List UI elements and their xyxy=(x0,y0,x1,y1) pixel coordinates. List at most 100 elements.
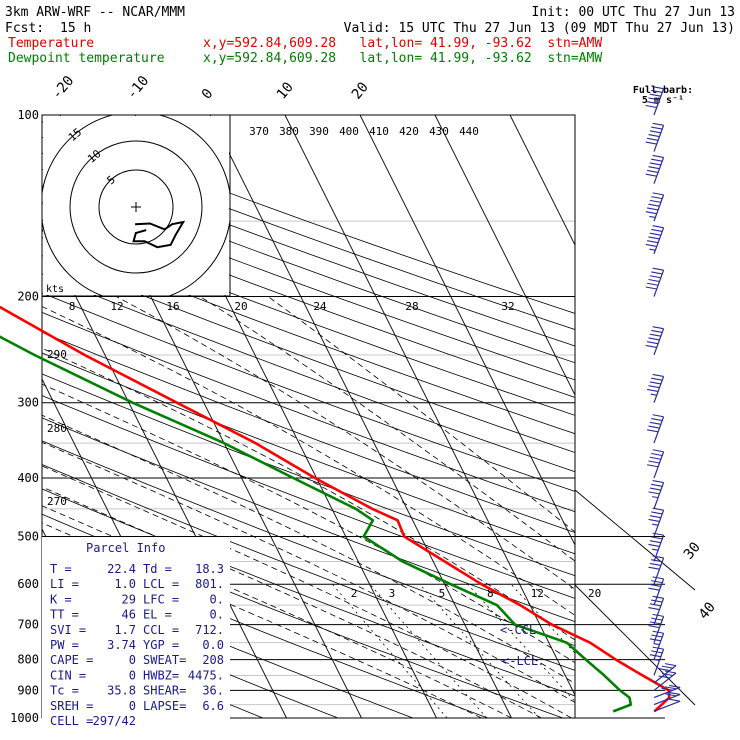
temperature-location: x,y=592.84,609.28 lat,lon= 41.99, -93.62… xyxy=(203,36,602,51)
mixing-ratio-label: 2 xyxy=(351,587,358,600)
dry-adiabat xyxy=(42,395,575,599)
sounding-series xyxy=(0,305,671,713)
mixing-ratio-label: 3 xyxy=(389,587,396,600)
dry-adiabat-label: 290 xyxy=(47,348,67,361)
plot-frame xyxy=(41,114,576,719)
parcel-info-cell: LCL = xyxy=(143,577,179,591)
parcel-info-cell: 1.7 xyxy=(114,623,136,637)
dry-adiabat xyxy=(42,237,575,435)
temperature-tick-label: -20 xyxy=(49,73,78,103)
pressure-tick-label: 900 xyxy=(17,683,39,697)
wind-barb xyxy=(645,225,665,255)
wind-barb xyxy=(645,267,665,297)
theta-label: 380 xyxy=(279,125,299,138)
wind-barb xyxy=(648,480,665,510)
parcel-info-cell: TT = xyxy=(50,608,79,622)
dry-adiabat xyxy=(42,292,575,492)
parcel-info-cell: PW = xyxy=(50,638,79,652)
dry-adiabat-label: 270 xyxy=(47,495,67,508)
mixing-ratio-label: 8 xyxy=(487,587,494,600)
dry-adiabat xyxy=(42,311,575,513)
temperature-legend: Temperature xyxy=(8,36,94,51)
isotherm xyxy=(209,115,512,718)
model-title: 3km ARW-WRF -- NCAR/MMM xyxy=(5,5,185,20)
moist-adiabat xyxy=(199,296,575,562)
parcel-info-cell: Tc = xyxy=(50,684,79,698)
wind-barb xyxy=(647,373,665,403)
parcel-info-cell: LFC = xyxy=(143,592,179,606)
dry-adiabat xyxy=(42,255,575,453)
parcel-info-cell: 3.74 xyxy=(107,638,136,652)
pressure-tick-label: 400 xyxy=(17,471,39,485)
isotherm xyxy=(509,115,575,247)
parcel-info-cell: 208 xyxy=(202,653,224,667)
parcel-info-cell: 29 xyxy=(122,592,136,606)
dry-adiabat-label: 280 xyxy=(47,422,67,435)
pressure-tick-label: 800 xyxy=(17,653,39,667)
parcel-info-cell: 18.3 xyxy=(195,562,224,576)
theta-label: 430 xyxy=(429,125,449,138)
barb-legend-units: 5 m s⁻¹ xyxy=(642,95,684,106)
wetbulb-label: 20 xyxy=(234,300,247,313)
parcel-info-cell: SVI = xyxy=(50,623,86,637)
dry-adiabat xyxy=(42,595,339,718)
dry-adiabat xyxy=(42,168,575,364)
wind-barb xyxy=(653,670,677,691)
parcel-info-cell: 801. xyxy=(195,577,224,591)
moist-adiabat xyxy=(267,296,575,533)
wetbulb-label: 16 xyxy=(166,300,179,313)
parcel-info-cell: SHEAR= xyxy=(143,684,186,698)
wetbulb-label: 28 xyxy=(405,300,418,313)
wetbulb-label: 32 xyxy=(501,300,514,313)
parcel-info-cell: 4475. xyxy=(188,668,224,682)
wind-barb xyxy=(648,595,665,625)
pressure-tick-label: 500 xyxy=(17,529,39,543)
wind-barb xyxy=(648,507,665,537)
hodograph-trace xyxy=(132,220,186,249)
dry-adiabat xyxy=(42,440,575,647)
isotherm xyxy=(434,115,575,397)
ccl-marker: <-CCL xyxy=(500,623,536,637)
moist-adiabat xyxy=(42,414,575,684)
isotherm-extension xyxy=(574,489,696,591)
wind-barb xyxy=(647,449,665,479)
wind-barb xyxy=(648,555,665,585)
dry-adiabat xyxy=(42,185,575,381)
parcel-info-cell: 1.0 xyxy=(114,577,136,591)
pressure-tick-label: 1000 xyxy=(10,711,39,725)
parcel-info-cell: 6.6 xyxy=(202,699,224,713)
parcel-info-cell: 0 xyxy=(129,699,136,713)
temperature-tick-label: 20 xyxy=(349,79,372,102)
theta-label: 370 xyxy=(249,125,269,138)
temperature-tick-label: 40 xyxy=(696,599,719,622)
isotherm xyxy=(42,227,287,718)
parcel-info-cell: LAPSE= xyxy=(143,699,186,713)
mixing-ratio-label: 12 xyxy=(531,587,544,600)
parcel-info-cell: YGP = xyxy=(143,638,179,652)
wetbulb-label: 8 xyxy=(69,300,76,313)
wind-barb xyxy=(645,86,665,116)
parcel-info-cell: 0. xyxy=(210,608,224,622)
parcel-info-cell: CAPE = xyxy=(50,653,93,667)
wind-barb xyxy=(645,122,665,152)
dry-adiabat xyxy=(42,202,575,398)
hodograph-units: kts xyxy=(46,284,64,295)
hodograph-ring xyxy=(69,140,203,274)
parcel-info-cell: SWEAT= xyxy=(143,653,186,667)
parcel-info-rows: T = 22.4 Td = 18.3 LI = 1.0 LCL = 801. K = 29 LFC … xyxy=(50,562,224,728)
mixing-ratio-line xyxy=(567,583,575,593)
mixing-ratio-label: 20 xyxy=(588,587,601,600)
wind-barbs xyxy=(645,86,681,712)
theta-label: 410 xyxy=(369,125,389,138)
parcel-info-cell: 0 xyxy=(129,668,136,682)
parcel-info-cell: K = xyxy=(50,592,72,606)
mixing-ratio-line xyxy=(332,583,448,718)
wind-barb xyxy=(645,326,665,356)
isotherm xyxy=(284,115,575,697)
parcel-info-cell: 0 xyxy=(129,653,136,667)
parcel-info-cell: 35.8 xyxy=(107,684,136,698)
temperature-trace xyxy=(0,305,671,713)
parcel-info-cell: HWBZ= xyxy=(143,668,179,682)
